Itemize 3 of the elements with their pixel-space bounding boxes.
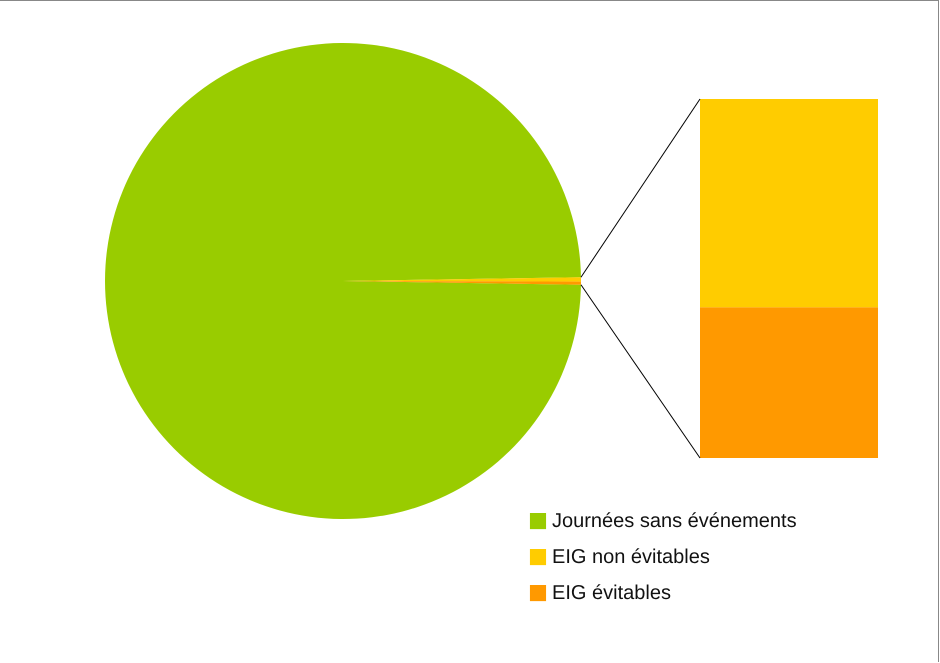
legend-label: Journées sans événements [552, 510, 797, 532]
legend-label: EIG évitables [552, 582, 671, 604]
legend-label: EIG non évitables [552, 546, 710, 568]
